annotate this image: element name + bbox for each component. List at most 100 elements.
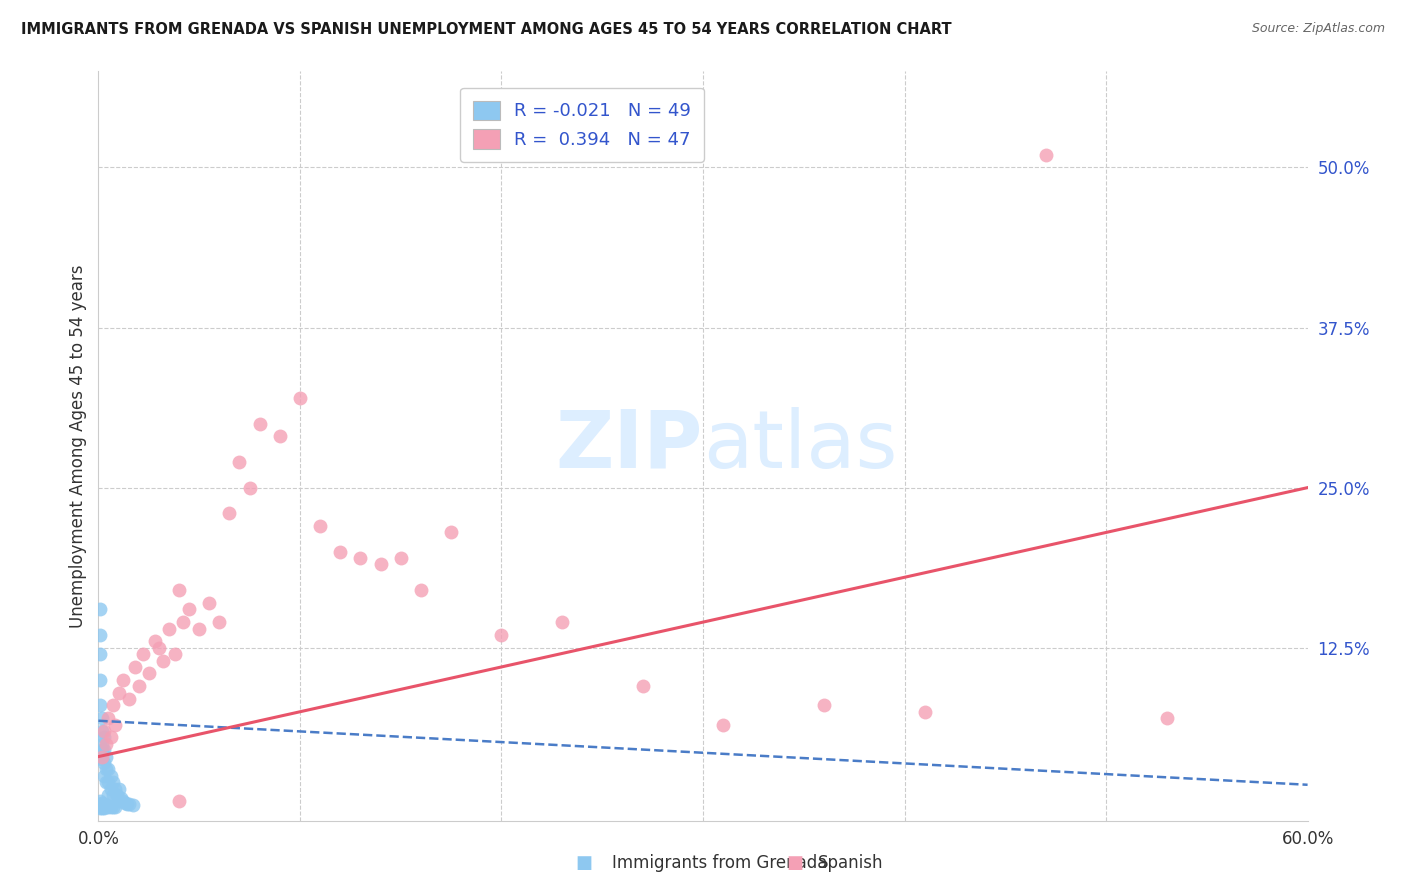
Point bbox=[167, 583, 190, 598]
Point bbox=[138, 666, 160, 681]
Point bbox=[389, 551, 412, 566]
Point bbox=[111, 794, 134, 808]
Point bbox=[100, 799, 122, 814]
Point bbox=[440, 525, 463, 540]
Point bbox=[91, 801, 114, 815]
Point bbox=[100, 769, 122, 783]
Point bbox=[491, 628, 513, 642]
Point bbox=[101, 799, 124, 814]
Point bbox=[96, 763, 118, 777]
Point bbox=[198, 596, 221, 610]
Point bbox=[91, 737, 114, 751]
Point bbox=[96, 749, 118, 764]
Point bbox=[115, 797, 138, 811]
Point bbox=[111, 673, 134, 687]
Point bbox=[91, 796, 114, 810]
Point bbox=[89, 602, 111, 616]
Point bbox=[89, 628, 111, 642]
Point bbox=[91, 749, 114, 764]
Point bbox=[89, 798, 111, 813]
Point bbox=[93, 723, 115, 738]
Point bbox=[103, 799, 125, 814]
Point bbox=[163, 647, 186, 661]
Point bbox=[288, 391, 311, 405]
Point bbox=[91, 743, 114, 757]
Point bbox=[100, 731, 122, 745]
Point bbox=[118, 797, 141, 811]
Point bbox=[152, 654, 174, 668]
Point bbox=[188, 622, 211, 636]
Point bbox=[208, 615, 231, 629]
Point bbox=[93, 731, 115, 745]
Point bbox=[105, 788, 128, 802]
Point bbox=[1035, 147, 1057, 161]
Point bbox=[128, 679, 150, 693]
Point bbox=[89, 673, 111, 687]
Text: ■: ■ bbox=[575, 855, 592, 872]
Point bbox=[97, 775, 120, 789]
Point bbox=[103, 717, 125, 731]
Legend: R = -0.021   N = 49, R =  0.394   N = 47: R = -0.021 N = 49, R = 0.394 N = 47 bbox=[460, 88, 704, 162]
Point bbox=[110, 790, 132, 805]
Point bbox=[107, 781, 129, 796]
Point bbox=[101, 698, 124, 713]
Text: atlas: atlas bbox=[703, 407, 897, 485]
Point bbox=[97, 799, 120, 814]
Point bbox=[107, 794, 129, 808]
Point bbox=[121, 798, 143, 813]
Point bbox=[228, 455, 250, 469]
Point bbox=[91, 798, 114, 813]
Point bbox=[179, 602, 201, 616]
Point bbox=[329, 544, 352, 558]
Text: IMMIGRANTS FROM GRENADA VS SPANISH UNEMPLOYMENT AMONG AGES 45 TO 54 YEARS CORREL: IMMIGRANTS FROM GRENADA VS SPANISH UNEMP… bbox=[21, 22, 952, 37]
Point bbox=[89, 698, 111, 713]
Point bbox=[269, 429, 291, 443]
Text: ZIP: ZIP bbox=[555, 407, 703, 485]
Point bbox=[118, 692, 141, 706]
Point bbox=[218, 506, 240, 520]
Point bbox=[89, 647, 111, 661]
Point bbox=[101, 775, 124, 789]
Point bbox=[551, 615, 574, 629]
Point bbox=[93, 801, 115, 815]
Point bbox=[249, 417, 271, 431]
Point bbox=[91, 711, 114, 725]
Point bbox=[97, 763, 120, 777]
Text: Spanish: Spanish bbox=[818, 855, 884, 872]
Point bbox=[103, 781, 125, 796]
Point bbox=[167, 794, 190, 808]
Point bbox=[711, 717, 734, 731]
Point bbox=[124, 660, 146, 674]
Point bbox=[93, 769, 115, 783]
Text: Immigrants from Grenada: Immigrants from Grenada bbox=[612, 855, 827, 872]
Point bbox=[370, 558, 392, 572]
Point bbox=[96, 737, 118, 751]
Point bbox=[172, 615, 194, 629]
Point bbox=[100, 781, 122, 796]
Point bbox=[309, 519, 332, 533]
Point bbox=[148, 640, 170, 655]
Text: Source: ZipAtlas.com: Source: ZipAtlas.com bbox=[1251, 22, 1385, 36]
Point bbox=[91, 723, 114, 738]
Point bbox=[96, 798, 118, 813]
Y-axis label: Unemployment Among Ages 45 to 54 years: Unemployment Among Ages 45 to 54 years bbox=[69, 264, 87, 628]
Point bbox=[89, 797, 111, 811]
Point bbox=[813, 698, 835, 713]
Point bbox=[93, 743, 115, 757]
Point bbox=[239, 481, 262, 495]
Point bbox=[97, 711, 120, 725]
Point bbox=[1156, 711, 1178, 725]
Point bbox=[114, 796, 136, 810]
Point bbox=[89, 794, 111, 808]
Point bbox=[631, 679, 654, 693]
Point bbox=[914, 705, 936, 719]
Point bbox=[349, 551, 371, 566]
Point bbox=[107, 685, 129, 699]
Point bbox=[91, 752, 114, 766]
Point bbox=[93, 756, 115, 770]
Point bbox=[143, 634, 166, 648]
Point bbox=[93, 797, 115, 811]
Point bbox=[132, 647, 155, 661]
Point bbox=[93, 799, 115, 814]
Point bbox=[409, 583, 432, 598]
